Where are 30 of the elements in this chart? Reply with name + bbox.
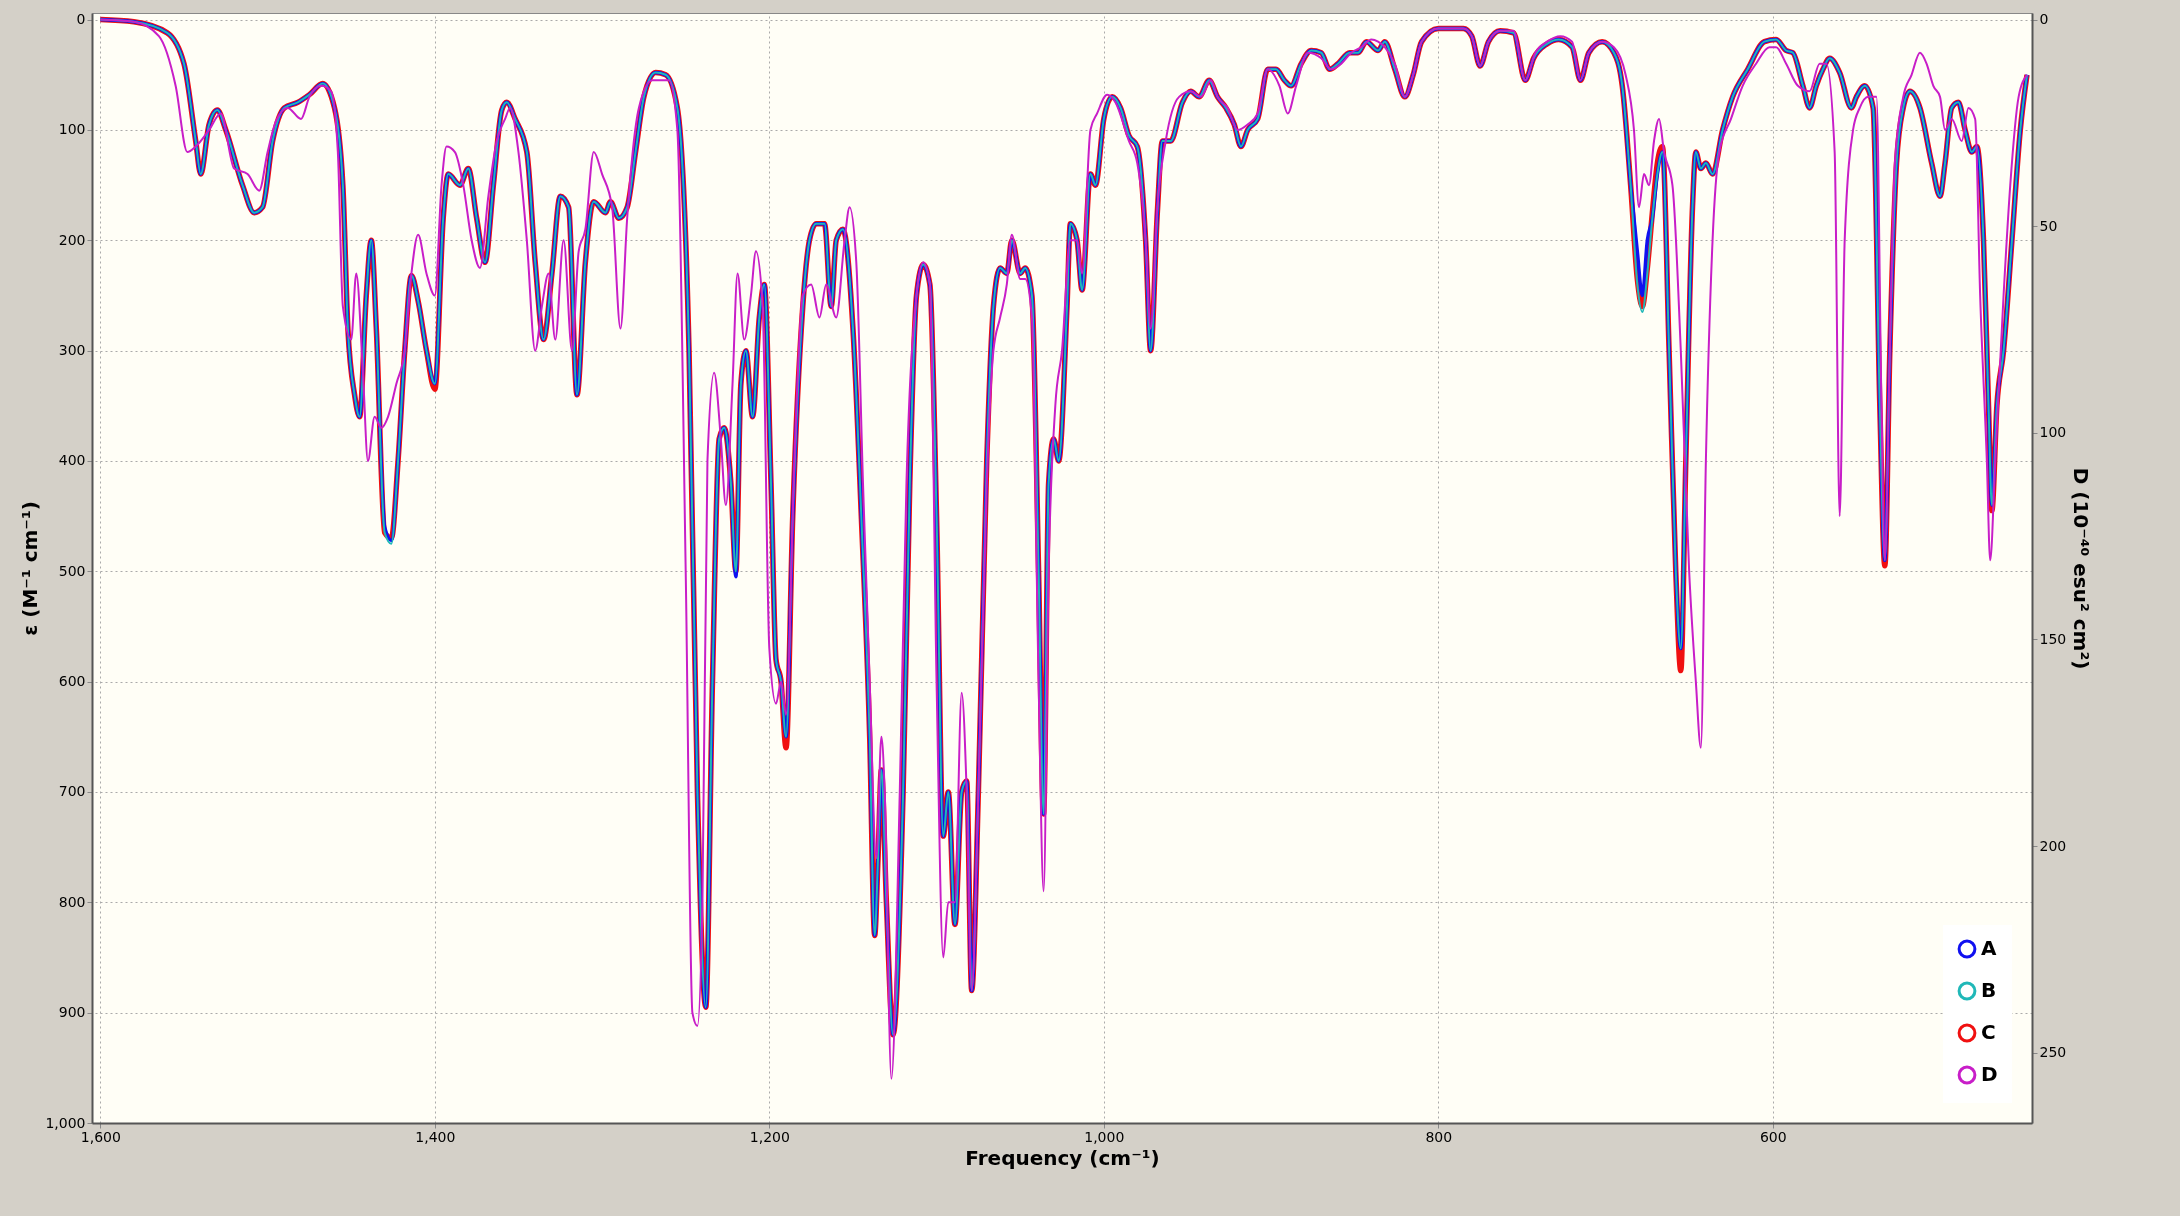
y-tick-label: 0: [76, 11, 86, 28]
legend-label: D: [1981, 1062, 1998, 1086]
y-tick-label: 300: [58, 342, 86, 359]
legend-label: C: [1981, 1020, 1996, 1044]
y2-axis-title: D (10⁻⁴⁰ esu² cm²): [2069, 467, 2094, 670]
x-tick-label: 1,200: [749, 1128, 790, 1145]
x-tick-label: 1,000: [1084, 1128, 1125, 1145]
y2-tick-label: 150: [2039, 630, 2067, 647]
x-tick-label: 1,400: [415, 1128, 456, 1145]
y-tick-label: 900: [58, 1004, 86, 1021]
y-tick-label: 700: [58, 783, 86, 800]
y-tick-label: 600: [58, 673, 86, 690]
x-tick-label: 1,600: [80, 1128, 121, 1145]
legend-label: A: [1981, 936, 1997, 960]
x-axis-title: Frequency (cm⁻¹): [965, 1145, 1160, 1170]
y2-tick-label: 200: [2039, 837, 2067, 854]
y-tick-label: 800: [58, 893, 86, 910]
y2-tick-label: 50: [2039, 217, 2058, 234]
y2-tick-label: 250: [2039, 1044, 2067, 1061]
legend-label: B: [1981, 978, 1997, 1002]
y-tick-label: 200: [58, 231, 86, 248]
y-tick-label: 1,000: [45, 1114, 86, 1131]
y-tick-label: 500: [58, 562, 86, 579]
y-tick-label: 100: [58, 121, 86, 138]
x-tick-label: 800: [1425, 1128, 1453, 1145]
y-tick-label: 400: [58, 452, 86, 469]
x-tick-label: 600: [1759, 1128, 1787, 1145]
y-axis-title: ε (M⁻¹ cm⁻¹): [18, 501, 43, 636]
y2-tick-label: 0: [2039, 11, 2049, 28]
y2-tick-label: 100: [2039, 424, 2067, 441]
